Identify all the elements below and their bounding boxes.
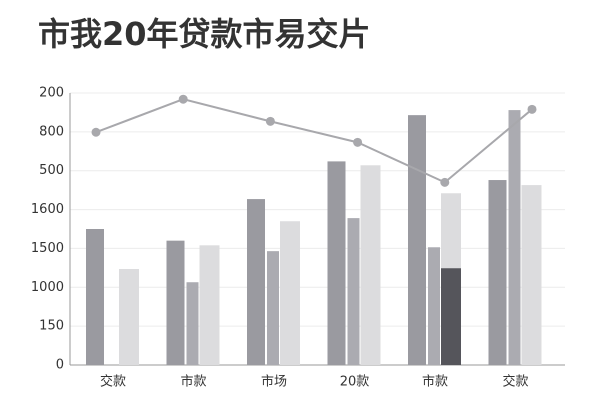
x-tick-label: 市款 (180, 374, 206, 390)
bar (360, 165, 381, 365)
line-point (178, 94, 188, 104)
bar (508, 110, 521, 366)
chart-title: 市我20年贷款市易交片 (38, 15, 371, 53)
y-tick-label: 1500 (31, 241, 64, 256)
bar (280, 221, 300, 365)
y-tick-label: 800 (39, 124, 64, 139)
bar (119, 269, 139, 365)
bar (488, 180, 507, 365)
y-tick-label: 150 (39, 319, 64, 334)
y-tick-label: 500 (39, 163, 64, 178)
bar (441, 268, 461, 365)
line-point (440, 177, 450, 187)
y-tick-label: 200 (39, 86, 64, 101)
line-point (353, 137, 363, 147)
bar (199, 245, 220, 365)
line (95, 98, 533, 184)
bar (86, 229, 104, 365)
x-tick-label: 交款 (502, 374, 528, 390)
y-tick-label: 1000 (31, 280, 64, 295)
bar (428, 247, 440, 365)
bar (267, 251, 279, 365)
line-point (265, 116, 275, 126)
x-tick-label: 交款 (100, 374, 126, 390)
bar (247, 199, 265, 365)
bar (408, 115, 426, 365)
y-tick-label: 1600 (31, 202, 64, 217)
bar (521, 185, 542, 365)
bar (347, 218, 360, 365)
x-tick-label: 20款 (340, 375, 370, 390)
line-point (91, 127, 101, 137)
bar (327, 161, 346, 365)
y-tick-label: 0 (56, 358, 64, 373)
line-point (527, 104, 537, 114)
bar (166, 240, 185, 365)
x-tick-label: 市款 (422, 374, 448, 390)
x-tick-label: 市场 (261, 374, 287, 390)
bar (186, 282, 199, 365)
